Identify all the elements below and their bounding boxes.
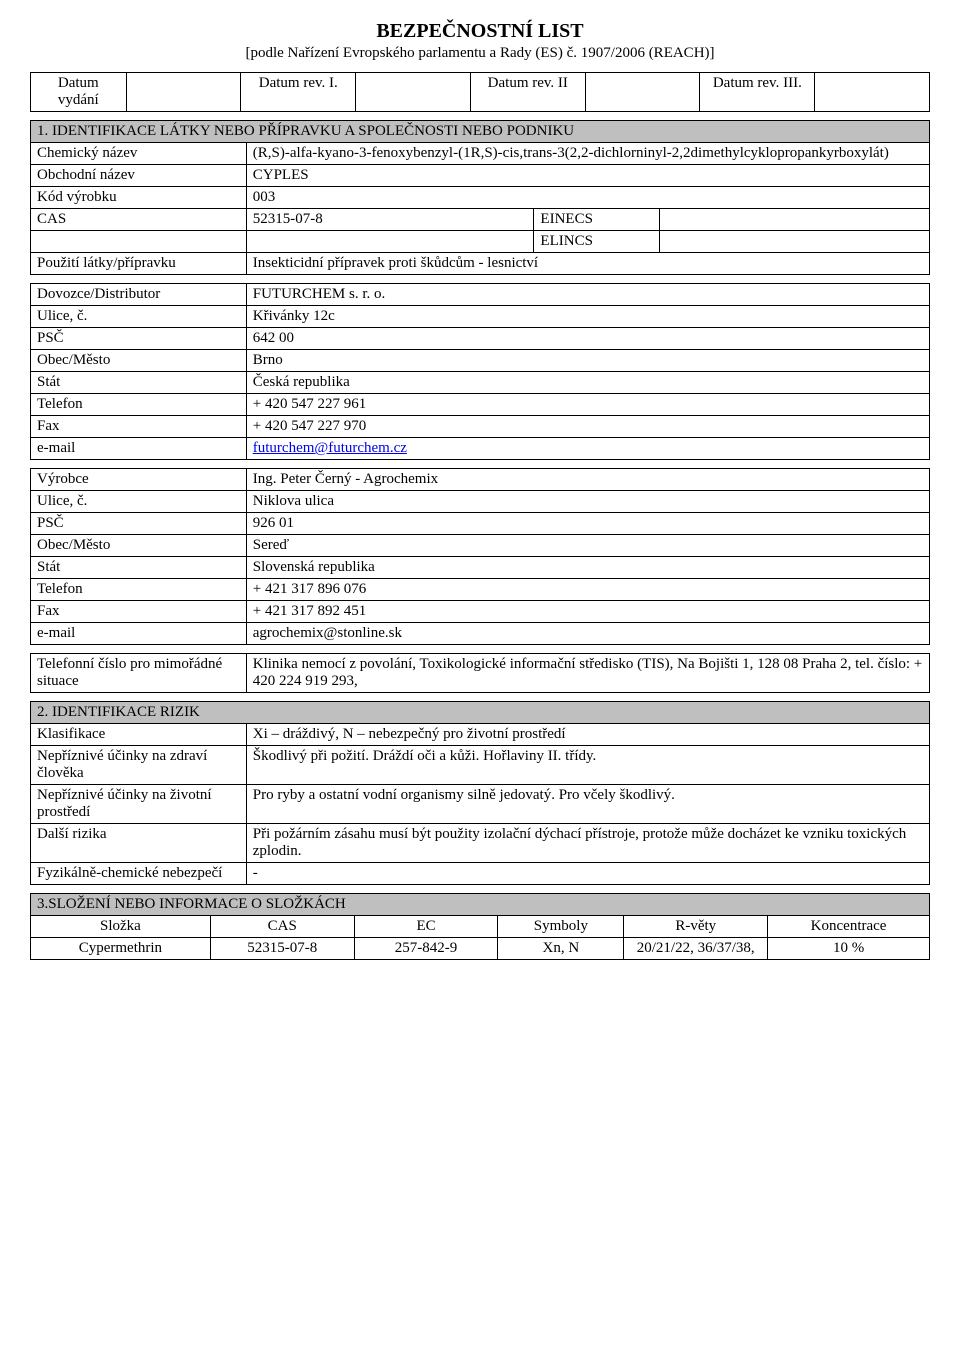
physchem-label: Fyzikálně-chemické nebezpečí [31,863,247,885]
date-rev3-value [815,73,930,112]
zip-value: 642 00 [246,328,929,350]
table-row: Cypermethrin 52315-07-8 257-842-9 Xn, N … [31,938,930,960]
product-code-label: Kód výrobku [31,187,247,209]
distributor-table: Dovozce/Distributor FUTURCHEM s. r. o. U… [30,283,930,460]
distributor-label: Dovozce/Distributor [31,284,247,306]
date-rev3-label: Datum rev. III. [700,73,815,112]
emergency-value: Klinika nemocí z povolání, Toxikologické… [246,654,929,693]
city-label: Obec/Město [31,535,247,557]
einecs-label: EINECS [534,209,660,231]
blank-cell [31,231,247,253]
tel-value: + 421 317 896 076 [246,579,929,601]
date-rev2-value [585,73,700,112]
city-value: Sereď [246,535,929,557]
page-subtitle: [podle Nařízení Evropského parlamentu a … [30,45,930,62]
zip-value: 926 01 [246,513,929,535]
state-value: Slovenská republika [246,557,929,579]
tel-value: + 420 547 227 961 [246,394,929,416]
classification-label: Klasifikace [31,724,247,746]
chemical-name-label: Chemický název [31,143,247,165]
date-rev2-label: Datum rev. II [470,73,585,112]
section-2-heading: 2. IDENTIFIKACE RIZIK [31,702,930,724]
state-label: Stát [31,372,247,394]
cas-label: CAS [31,209,247,231]
blank-cell [246,231,534,253]
classification-value: Xi – dráždivý, N – nebezpečný pro životn… [246,724,929,746]
comp-header-conc: Koncentrace [768,916,930,938]
elincs-value [660,231,930,253]
fax-label: Fax [31,601,247,623]
distributor-name: FUTURCHEM s. r. o. [246,284,929,306]
street-label: Ulice, č. [31,306,247,328]
chemical-name-value: (R,S)-alfa-kyano-3-fenoxybenzyl-(1R,S)-c… [246,143,929,165]
product-code-value: 003 [246,187,929,209]
fax-value: + 420 547 227 970 [246,416,929,438]
elincs-label: ELINCS [534,231,660,253]
cas-value: 52315-07-8 [246,209,534,231]
zip-label: PSČ [31,513,247,535]
section-3-heading: 3.SLOŽENÍ NEBO INFORMACE O SLOŽKÁCH [31,894,930,916]
date-rev1-label: Datum rev. I. [241,73,356,112]
einecs-value [660,209,930,231]
comp-conc: 10 % [768,938,930,960]
section-3-table: 3.SLOŽENÍ NEBO INFORMACE O SLOŽKÁCH Slož… [30,893,930,960]
email-label: e-mail [31,623,247,645]
comp-header-cas: CAS [210,916,354,938]
trade-name-value: CYPLES [246,165,929,187]
revision-dates-table: Datum vydání Datum rev. I. Datum rev. II… [30,72,930,112]
city-value: Brno [246,350,929,372]
comp-symbols: Xn, N [498,938,624,960]
use-label: Použití látky/přípravku [31,253,247,275]
fax-value: + 421 317 892 451 [246,601,929,623]
zip-label: PSČ [31,328,247,350]
emergency-table: Telefonní číslo pro mimořádné situace Kl… [30,653,930,693]
producer-table: Výrobce Ing. Peter Černý - Agrochemix Ul… [30,468,930,645]
distributor-email-link[interactable]: futurchem@futurchem.cz [253,440,407,456]
section-1-table: 1. IDENTIFIKACE LÁTKY NEBO PŘÍPRAVKU A S… [30,120,930,275]
date-issue-value [126,73,241,112]
comp-rphrases: 20/21/22, 36/37/38, [624,938,768,960]
physchem-value: - [246,863,929,885]
other-risks-label: Další rizika [31,824,247,863]
tel-label: Telefon [31,579,247,601]
city-label: Obec/Město [31,350,247,372]
env-label: Nepříznivé účinky na životní prostředí [31,785,247,824]
comp-name: Cypermethrin [31,938,211,960]
state-label: Stát [31,557,247,579]
trade-name-label: Obchodní název [31,165,247,187]
section-1-heading: 1. IDENTIFIKACE LÁTKY NEBO PŘÍPRAVKU A S… [31,121,930,143]
page-title: BEZPEČNOSTNÍ LIST [30,20,930,43]
tel-label: Telefon [31,394,247,416]
date-issue-label: Datum vydání [31,73,127,112]
street-label: Ulice, č. [31,491,247,513]
producer-name: Ing. Peter Černý - Agrochemix [246,469,929,491]
section-2-table: 2. IDENTIFIKACE RIZIK Klasifikace Xi – d… [30,701,930,885]
comp-header-ec: EC [354,916,498,938]
comp-header-rphrases: R-věty [624,916,768,938]
health-value: Škodlivý při požití. Dráždí oči a kůži. … [246,746,929,785]
fax-label: Fax [31,416,247,438]
producer-label: Výrobce [31,469,247,491]
email-label: e-mail [31,438,247,460]
comp-cas: 52315-07-8 [210,938,354,960]
street-value: Niklova ulica [246,491,929,513]
health-label: Nepříznivé účinky na zdraví člověka [31,746,247,785]
comp-header-name: Složka [31,916,211,938]
env-value: Pro ryby a ostatní vodní organismy silně… [246,785,929,824]
use-value: Insekticidní přípravek proti škůdcům - l… [246,253,929,275]
other-risks-value: Při požárním zásahu musí být použity izo… [246,824,929,863]
email-value: agrochemix@stonline.sk [246,623,929,645]
date-rev1-value [356,73,471,112]
email-value: futurchem@futurchem.cz [246,438,929,460]
comp-ec: 257-842-9 [354,938,498,960]
comp-header-symbols: Symboly [498,916,624,938]
emergency-label: Telefonní číslo pro mimořádné situace [31,654,247,693]
street-value: Křivánky 12c [246,306,929,328]
state-value: Česká republika [246,372,929,394]
